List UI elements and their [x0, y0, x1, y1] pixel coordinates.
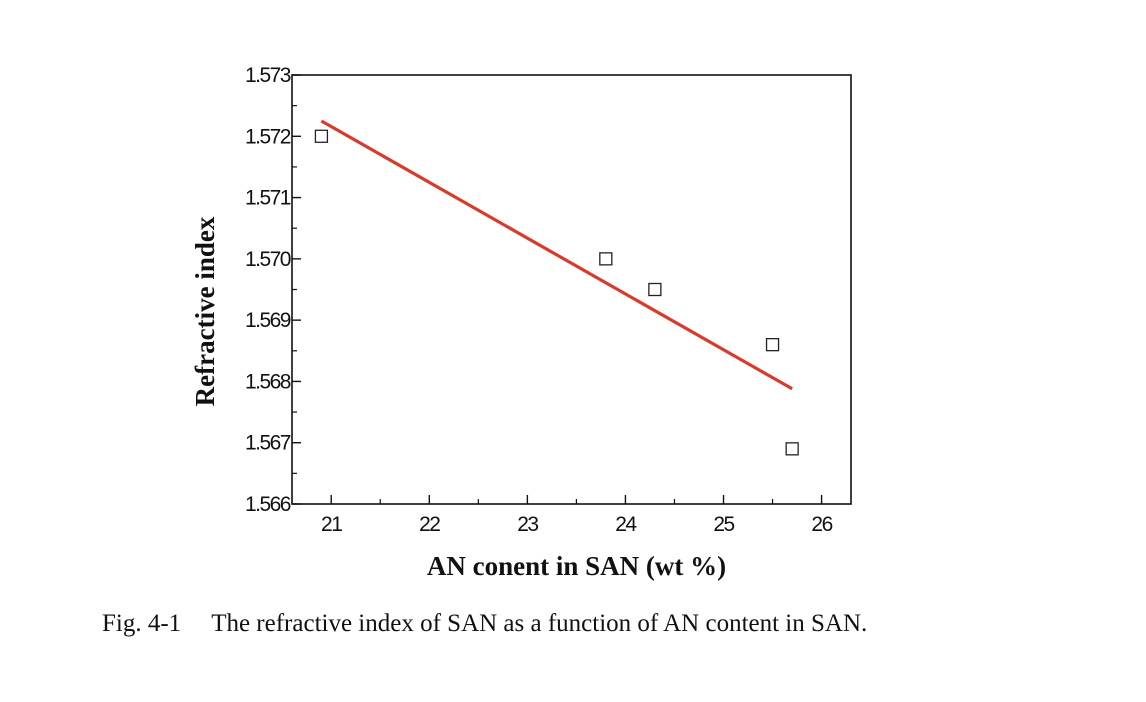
scatter-chart: 1.566 1.567 1.568 1.569 1.570 1.571 1.572 1.573… — [190, 64, 852, 581]
y-tick-label: 1.569 — [245, 309, 291, 332]
data-point — [599, 252, 613, 266]
x-axis-ticks: 21 22 23 24 25 26 — [321, 495, 834, 536]
data-points — [314, 129, 799, 456]
y-tick-label: 1.567 — [245, 432, 291, 455]
plot-frame — [291, 74, 852, 505]
x-tick-label: 24 — [615, 513, 637, 536]
x-tick-label: 23 — [517, 513, 538, 536]
y-tick-label: 1.572 — [245, 125, 291, 148]
fit-line — [320, 119, 793, 391]
figure-number: Fig. 4-1 — [102, 610, 182, 637]
data-point — [314, 129, 329, 143]
y-tick-label: 1.571 — [245, 187, 291, 210]
minor-ticks — [292, 105, 774, 504]
figure-caption: Fig. 4-1 The refractive index of SAN as a… — [102, 610, 867, 638]
y-axis-title: Refractive index — [190, 216, 220, 406]
x-axis-title: AN conent in SAN (wt %) — [427, 551, 726, 581]
data-point — [765, 338, 780, 352]
data-point — [785, 442, 799, 456]
plot-area — [291, 74, 852, 505]
figure-caption-text: The refractive index of SAN as a functio… — [211, 610, 868, 637]
y-tick-label: 1.568 — [245, 370, 291, 393]
x-tick-label: 26 — [811, 513, 832, 536]
data-point — [648, 282, 662, 297]
x-tick-label: 22 — [419, 513, 440, 536]
y-tick-label: 1.570 — [245, 248, 291, 271]
x-tick-label: 25 — [713, 513, 734, 536]
y-tick-label: 1.573 — [245, 64, 291, 87]
y-axis-ticks: 1.566 1.567 1.568 1.569 1.570 1.571 1.572 1.573 — [245, 64, 301, 516]
fit-line-group — [320, 119, 793, 391]
x-tick-label: 21 — [321, 513, 342, 536]
y-tick-label: 1.566 — [245, 493, 291, 516]
